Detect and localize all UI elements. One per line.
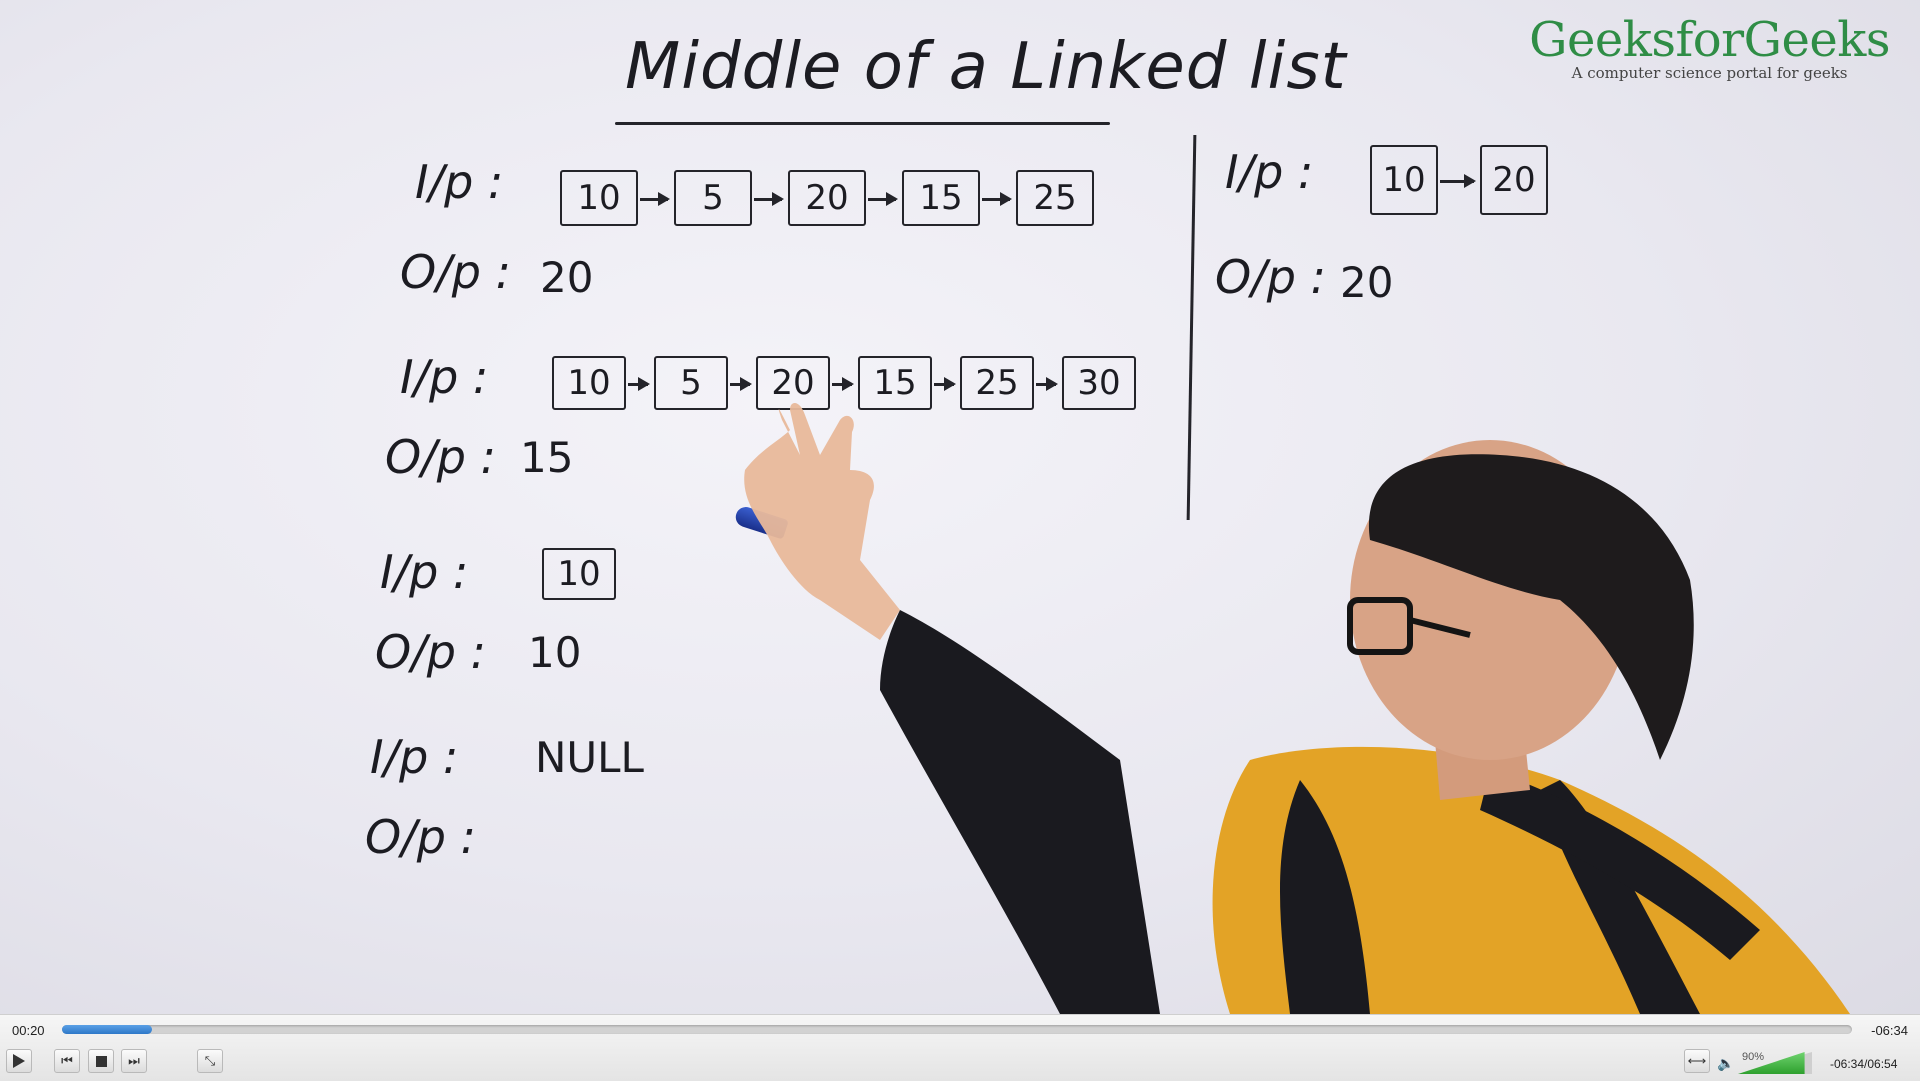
side-example-output-label: O/p : [1215, 250, 1327, 304]
example-3-output-label: O/p : [375, 625, 487, 679]
list-node: 10 [542, 548, 616, 600]
volume-fill [1738, 1052, 1805, 1074]
player-controls: 00:20 -06:34 ⏮ ⏭ ⤡ ⟷ 🔈 90% -06:34/06:54 [0, 1014, 1920, 1081]
list-arrow [1036, 378, 1058, 390]
elapsed-time: 00:20 [12, 1023, 45, 1038]
example-3-input-label: I/p : [380, 545, 469, 599]
aspect-ratio-button[interactable]: ⟷ [1684, 1049, 1710, 1073]
example-1-output-label: O/p : [400, 245, 512, 299]
list-arrow [628, 378, 650, 390]
list-node: 15 [902, 170, 980, 226]
time-display: -06:34/06:54 [1830, 1057, 1898, 1071]
geeksforgeeks-logo: GeeksforGeeks A computer science portal … [1529, 12, 1890, 82]
seek-progress [62, 1025, 152, 1034]
volume-slider[interactable] [1738, 1052, 1812, 1074]
speaker-icon[interactable]: 🔈 [1717, 1055, 1735, 1071]
list-node: 20 [1480, 145, 1548, 215]
video-frame[interactable]: Middle of a Linked list GeeksforGeeks A … [0, 0, 1920, 1014]
play-button[interactable] [6, 1049, 32, 1073]
example-2-input-label: I/p : [400, 350, 489, 404]
fullscreen-icon: ⤡ [204, 1053, 216, 1068]
list-node: 20 [788, 170, 866, 226]
list-arrow [868, 193, 898, 205]
list-arrow [832, 378, 854, 390]
stop-icon [95, 1055, 107, 1067]
logo-name: GeeksforGeeks [1529, 12, 1890, 68]
example-1-input-label: I/p : [415, 155, 504, 209]
aspect-ratio-icon: ⟷ [1687, 1053, 1707, 1068]
next-button[interactable]: ⏭ [121, 1049, 147, 1073]
list-arrow [754, 193, 784, 205]
list-node: 10 [560, 170, 638, 226]
example-2-output-label: O/p : [385, 430, 497, 484]
list-arrow [934, 378, 956, 390]
volume-level: 90% [1742, 1051, 1765, 1063]
side-example-input-label: I/p : [1225, 145, 1314, 199]
list-node: 25 [1016, 170, 1094, 226]
list-node: 25 [960, 356, 1034, 410]
presenter-figure [744, 403, 1850, 1014]
play-icon [13, 1054, 25, 1068]
stop-button[interactable] [88, 1049, 114, 1073]
side-example-output-value: 20 [1340, 258, 1394, 307]
fullscreen-toggle-button[interactable]: ⤡ [197, 1049, 223, 1073]
logo-tagline: A computer science portal for geeks [1571, 64, 1848, 82]
seek-bar[interactable] [62, 1025, 1852, 1034]
list-node: 10 [552, 356, 626, 410]
previous-button[interactable]: ⏮ [54, 1049, 80, 1073]
list-node: 5 [674, 170, 752, 226]
list-arrow [982, 193, 1012, 205]
list-node: 15 [858, 356, 932, 410]
previous-icon: ⏮ [61, 1053, 73, 1068]
example-1-output-value: 20 [540, 253, 594, 302]
list-arrow [1440, 175, 1476, 187]
list-node: 30 [1062, 356, 1136, 410]
list-arrow [730, 378, 752, 390]
list-node: 10 [1370, 145, 1438, 215]
example-4-output-label: O/p : [365, 810, 477, 864]
example-2-output-value: 15 [520, 433, 574, 482]
list-arrow [640, 193, 670, 205]
title-underline [615, 122, 1110, 125]
whiteboard-title: Middle of a Linked list [625, 30, 1347, 104]
example-4-input-label: I/p : [370, 730, 459, 784]
example-3-output-value: 10 [528, 628, 582, 677]
remaining-time: -06:34 [1871, 1023, 1908, 1038]
next-icon: ⏭ [128, 1053, 140, 1068]
example-4-input-value: NULL [535, 733, 644, 782]
list-node: 5 [654, 356, 728, 410]
